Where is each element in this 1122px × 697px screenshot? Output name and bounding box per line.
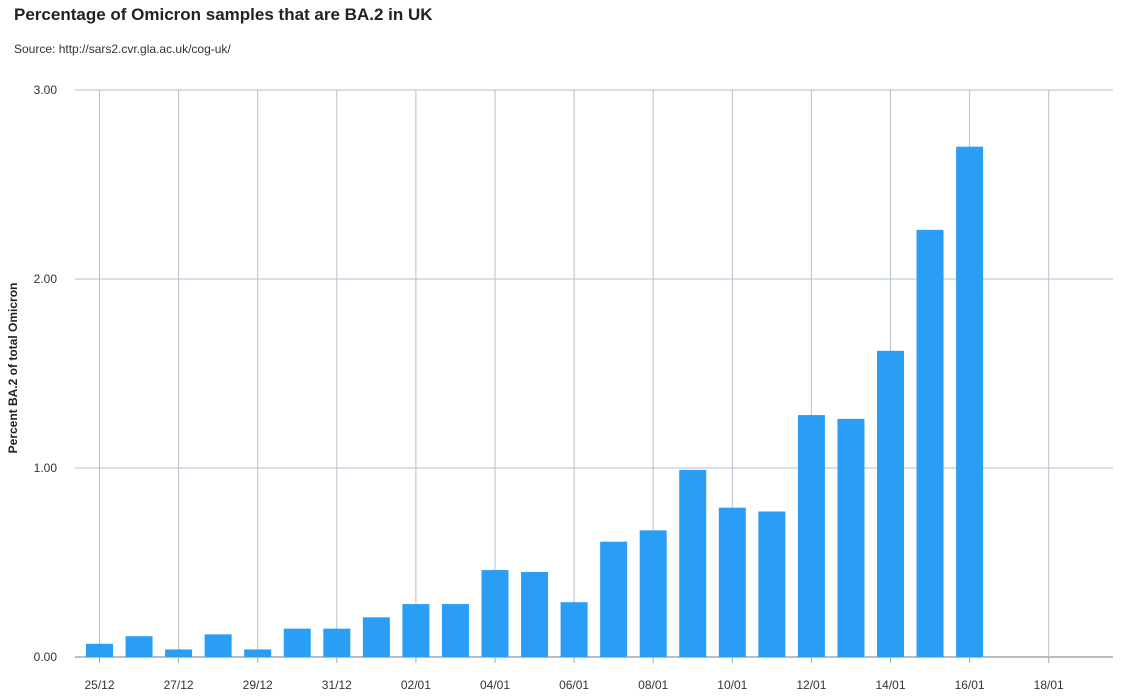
x-tick-labels: 25/12 27/12 29/12 31/12 02/01 04/01 06/01 08/01… (84, 678, 1064, 692)
x-tick-label: 04/01 (480, 678, 510, 692)
bar (441, 604, 469, 657)
y-tick-label: 1.00 (34, 461, 58, 475)
y-axis-label: Percent BA.2 of total Omicron (6, 283, 20, 454)
bar (402, 604, 430, 657)
x-tick-label: 10/01 (717, 678, 747, 692)
bar (916, 229, 944, 658)
vertical-gridlines (99, 90, 1050, 663)
bar (481, 570, 509, 657)
bar (521, 571, 549, 657)
y-tick-labels: 0.00 1.00 2.00 3.00 (34, 83, 58, 664)
bar (600, 541, 628, 657)
bar (679, 469, 707, 657)
bar (204, 634, 232, 657)
bar (639, 530, 667, 657)
x-tick-label: 02/01 (401, 678, 431, 692)
x-tick-label: 12/01 (796, 678, 826, 692)
x-tick-label: 27/12 (164, 678, 194, 692)
x-tick-label: 25/12 (84, 678, 114, 692)
x-tick-label: 16/01 (955, 678, 985, 692)
bar (86, 643, 113, 657)
bar (165, 649, 193, 657)
bar (797, 415, 825, 657)
bar (323, 628, 351, 657)
bars (86, 146, 984, 658)
x-tick-label: 18/01 (1034, 678, 1064, 692)
x-tick-label: 31/12 (322, 678, 352, 692)
y-tick-label: 2.00 (34, 272, 58, 286)
y-tick-label: 3.00 (34, 83, 58, 97)
bar (837, 418, 865, 657)
bar (758, 511, 786, 657)
bar (244, 649, 272, 657)
chart-source: Source: http://sars2.cvr.gla.ac.uk/cog-u… (14, 42, 231, 56)
bar (877, 350, 904, 657)
bar (718, 507, 746, 657)
bar (956, 146, 984, 657)
chart-title: Percentage of Omicron samples that are B… (14, 5, 433, 24)
bar (560, 602, 588, 657)
bar (283, 628, 311, 657)
bar (362, 617, 390, 657)
y-tick-label: 0.00 (34, 650, 58, 664)
x-tick-label: 08/01 (638, 678, 668, 692)
x-tick-label: 06/01 (559, 678, 589, 692)
bar (125, 636, 153, 657)
x-tick-label: 14/01 (875, 678, 905, 692)
x-tick-label: 29/12 (243, 678, 273, 692)
